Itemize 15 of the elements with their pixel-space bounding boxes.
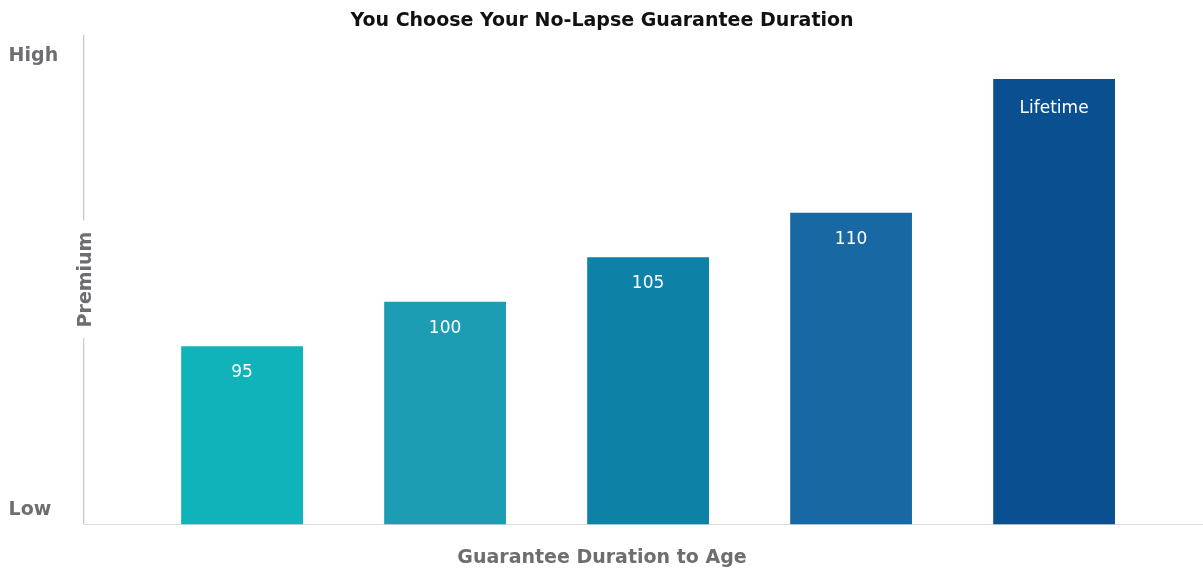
x-tick-label: 100: [428, 316, 462, 337]
bar: [587, 257, 709, 525]
chart-title: You Choose Your No-Lapse Guarantee Duration: [349, 7, 854, 30]
bar: [384, 301, 506, 525]
text: Low: [8, 496, 52, 519]
bar: [993, 79, 1115, 525]
x-tick-label: Lifetime: [1019, 97, 1089, 118]
text: High: [8, 42, 59, 65]
x-tick-label: 95: [231, 361, 253, 382]
x-tick-label: 105: [631, 272, 665, 293]
bar: [790, 212, 912, 525]
y-axis-title: Premium: [72, 231, 95, 328]
x-axis-title: Guarantee Duration to Age: [457, 544, 747, 567]
x-tick-label: 110: [834, 227, 868, 248]
bar: [181, 346, 303, 525]
